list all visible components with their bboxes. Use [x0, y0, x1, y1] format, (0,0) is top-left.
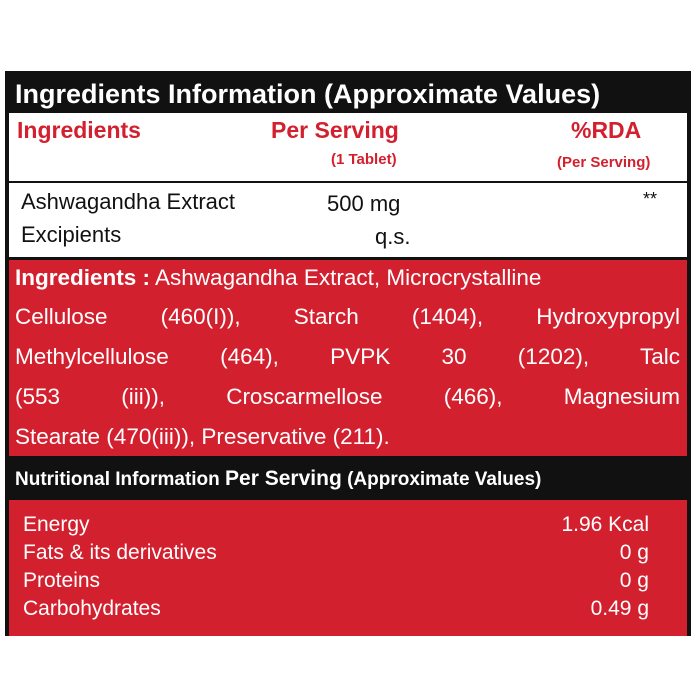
nutrition-header-right: (Approximate Values) [347, 469, 542, 490]
nutrition-label: Carbohydrates [23, 597, 161, 620]
nutrition-value: 0.49 g [590, 597, 649, 620]
ingredients-line-3: Methylcellulose (464), PVPK 30 (1202), T… [15, 344, 680, 369]
header-per-serving: Per Serving [271, 117, 399, 143]
ingredients-line-1-text: Ashwagandha Extract, Microcrystalline [155, 265, 542, 290]
row-2-amount: q.s. [375, 224, 411, 249]
ingredients-line-5: Stearate (470(iii)), Preservative (211). [15, 424, 390, 449]
nutrition-label: Fats & its derivatives [23, 541, 217, 564]
header-per-serving-sub: (1 Tablet) [331, 151, 397, 168]
row-1-name: Ashwagandha Extract [21, 189, 236, 214]
nutrition-row: Proteins 0 g [9, 567, 687, 595]
header-rda: %RDA [571, 117, 642, 143]
ingredients-line-2: Cellulose (460(I)), Starch (1404), Hydro… [15, 304, 680, 329]
row-1-amount: 500 mg [327, 191, 401, 216]
nutrition-label: Proteins [23, 569, 101, 592]
nutrition-row: Fats & its derivatives 0 g [9, 539, 687, 567]
nutrition-value: 1.96 Kcal [561, 513, 649, 536]
ingredient-table: Ashwagandha Extract 500 mg ** Excipients… [9, 183, 687, 257]
nutrition-row: Energy 1.96 Kcal [9, 511, 687, 539]
title-bar: Ingredients Information (Approximate Val… [9, 75, 687, 113]
nutrition-table: Energy 1.96 Kcal Fats & its derivatives … [9, 500, 687, 636]
nutrition-header: Nutritional Information Per Serving (App… [9, 461, 687, 497]
ingredients-line-1: Ingredients : Ashwagandha Extract, Micro… [15, 260, 680, 296]
nutrition-value: 0 g [619, 569, 649, 592]
ingredients-text-block: Ingredients : Ashwagandha Extract, Micro… [9, 260, 687, 456]
ingredients-line-4: (553 (iii)), Croscarmellose (466), Magne… [15, 384, 680, 409]
row-1-rda: ** [643, 189, 658, 209]
header-rda-sub: (Per Serving) [557, 154, 651, 171]
nutrition-value: 0 g [619, 541, 649, 564]
nutrition-header-left: Nutritional Information [15, 469, 220, 490]
nutrition-row: Carbohydrates 0.49 g [9, 595, 687, 623]
nutrition-header-mid: Per Serving [225, 467, 342, 490]
table-header: Ingredients Per Serving (1 Tablet) %RDA … [9, 113, 687, 181]
header-ingredients: Ingredients [17, 117, 141, 143]
nutrition-label: Energy [23, 513, 90, 536]
ingredients-label: Ingredients : [15, 265, 151, 290]
row-2-name: Excipients [21, 222, 122, 247]
